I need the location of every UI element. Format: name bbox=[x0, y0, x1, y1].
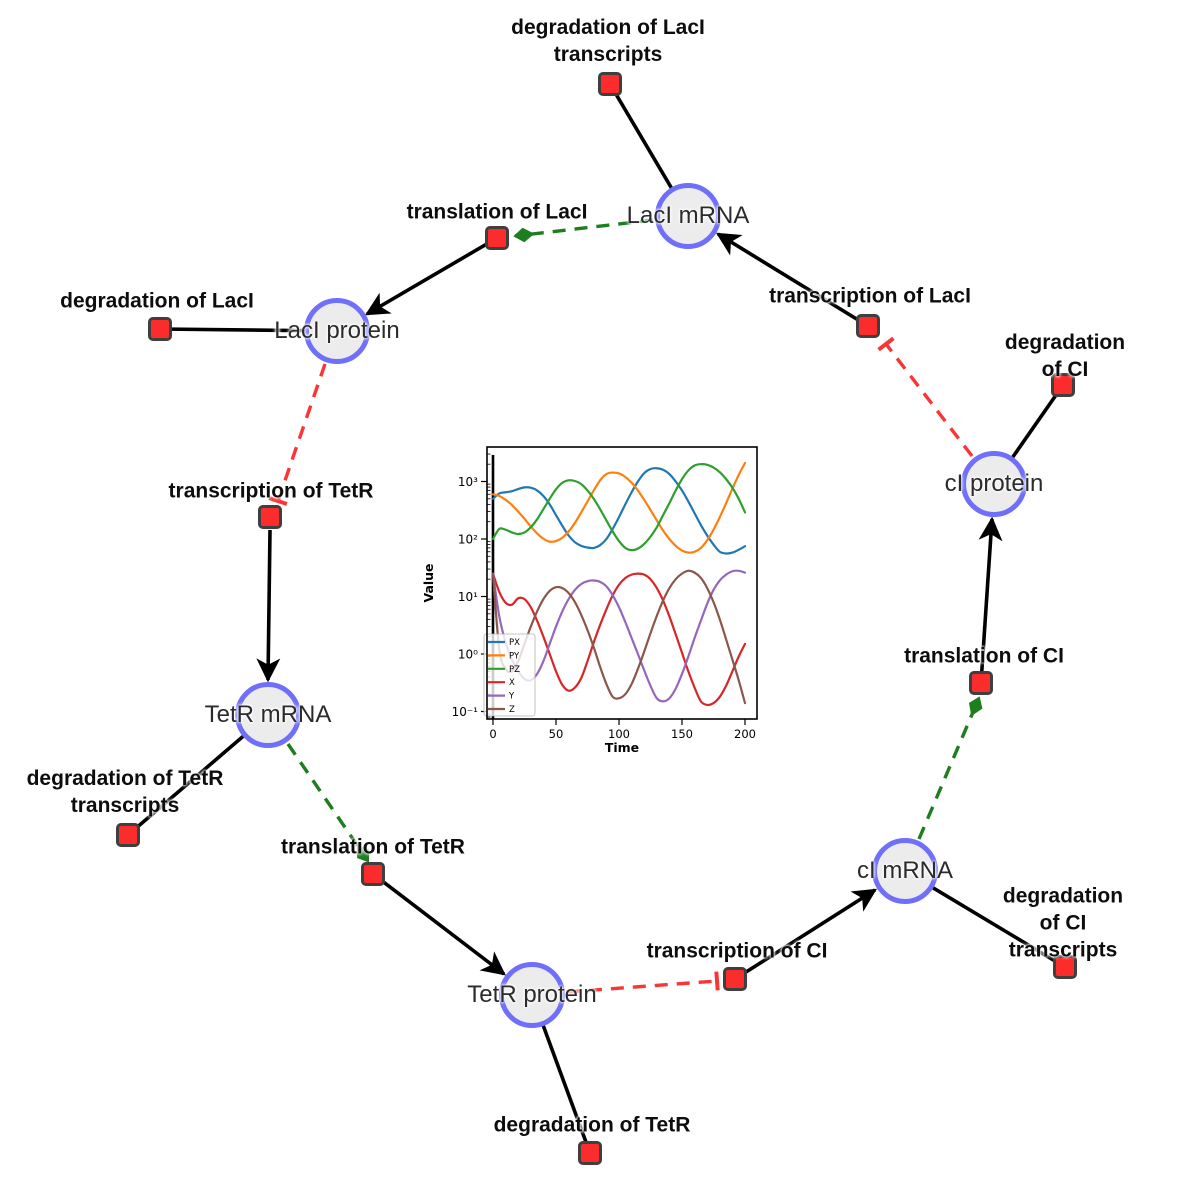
reaction-label-translation-of-ci: translation of CI bbox=[904, 644, 1064, 668]
reaction-degradation-of-tetr bbox=[578, 1141, 602, 1165]
reaction-translation-of-laci bbox=[485, 226, 509, 250]
chart-legend-label-PY: PY bbox=[509, 651, 520, 661]
chart-y-tick-label: 10² bbox=[458, 533, 478, 547]
reaction-translation-of-tetr bbox=[361, 862, 385, 886]
reaction-label-degradation-of-ci: degradation of CI bbox=[1004, 331, 1126, 381]
chart-curve-Z bbox=[491, 569, 747, 705]
reaction-transcription-of-tetr bbox=[258, 505, 282, 529]
node-label-ci-mrna: cI mRNA bbox=[857, 857, 953, 884]
reaction-degradation-of-ci-transcripts bbox=[1053, 955, 1077, 979]
chart-legend-label-X: X bbox=[509, 678, 515, 688]
reaction-label-degradation-of-tetr-transcripts: degradation of TetR transcripts bbox=[26, 767, 224, 817]
reaction-label-transcription-of-tetr: transcription of TetR bbox=[168, 479, 374, 503]
edge-translation-laci-product bbox=[364, 236, 498, 316]
chart-x-tick-label: 150 bbox=[671, 727, 693, 741]
reaction-transcription-of-ci bbox=[723, 967, 747, 991]
chart-legend-label-PZ: PZ bbox=[509, 665, 520, 675]
node-laci-mrna bbox=[655, 183, 721, 249]
chart-x-axis-label: Time bbox=[605, 740, 639, 755]
node-ci-protein bbox=[961, 451, 1027, 517]
edge-ciprotein-inhibits-transcription-laci bbox=[877, 336, 974, 458]
chart-curve-PX bbox=[491, 467, 747, 555]
chart-y-axis-label: Value bbox=[421, 563, 436, 602]
reaction-label-degradation-of-tetr: degradation of TetR bbox=[493, 1113, 691, 1137]
node-tetr-protein bbox=[499, 962, 565, 1028]
reaction-label-translation-of-laci: translation of LacI bbox=[406, 200, 588, 224]
reaction-label-translation-of-tetr: translation of TetR bbox=[281, 835, 465, 859]
reaction-label-transcription-of-ci: transcription of CI bbox=[646, 939, 828, 963]
edge-tetrmrna-modifies-translation bbox=[286, 743, 370, 863]
chart-y-tick-label: 10⁻¹ bbox=[452, 705, 479, 719]
edge-transcription-ci-product bbox=[734, 888, 878, 981]
reaction-label-degradation-of-laci-transcripts: degradation of LacI transcripts bbox=[511, 16, 705, 66]
chart-x-tick-label: 50 bbox=[549, 727, 564, 741]
chart-x-tick-label: 100 bbox=[608, 727, 630, 741]
edge-transcription-tetr-product bbox=[256, 529, 281, 683]
reaction-label-transcription-of-laci: transcription of LacI bbox=[769, 284, 971, 308]
node-label-laci-mrna: LacI mRNA bbox=[626, 202, 750, 229]
chart-y-tick-label: 10⁰ bbox=[458, 648, 478, 662]
chart-x-tick-label: 0 bbox=[489, 727, 496, 741]
reaction-degradation-of-laci-transcripts bbox=[598, 72, 622, 96]
chart-x-tick-label: 200 bbox=[734, 727, 756, 741]
chart-y-tick-label: 10¹ bbox=[458, 590, 478, 604]
node-laci-protein bbox=[304, 298, 370, 364]
node-label-tetr-mrna: TetR mRNA bbox=[204, 701, 332, 728]
edge-cimrna-modifies-translation bbox=[917, 696, 983, 840]
node-label-ci-protein: cI protein bbox=[944, 470, 1044, 497]
reaction-label-degradation-of-ci-transcripts: degradation of CI transcripts bbox=[1002, 884, 1124, 962]
reaction-degradation-of-ci bbox=[1051, 373, 1075, 397]
chart-legend-label-PX: PX bbox=[509, 638, 520, 648]
edge-tetrprotein-inhibits-transcription-ci bbox=[566, 971, 720, 994]
chart-legend-label-Y: Y bbox=[508, 692, 515, 702]
node-tetr-mrna bbox=[235, 682, 301, 748]
chart-axes-frame bbox=[486, 446, 758, 720]
edge-translation-ci-product bbox=[978, 516, 1003, 684]
chart-curve-PZ bbox=[491, 463, 747, 552]
chart-curve-PY bbox=[491, 461, 747, 554]
reaction-degradation-of-tetr-transcripts bbox=[116, 823, 140, 847]
edge-transcription-laci-product bbox=[715, 232, 869, 328]
reaction-degradation-of-laci bbox=[148, 317, 172, 341]
edge-lacimrna-modifies-translation bbox=[513, 218, 654, 243]
edge-laciprotein-inhibits-transcription-tetr bbox=[268, 363, 327, 506]
reaction-label-degradation-of-laci: degradation of LacI bbox=[60, 289, 254, 313]
reaction-translation-of-ci bbox=[969, 671, 993, 695]
chart-y-tick-label: 10³ bbox=[458, 475, 478, 489]
chart-legend-label-Z: Z bbox=[509, 705, 515, 715]
node-label-laci-protein: LacI protein bbox=[274, 317, 400, 344]
node-ci-mrna bbox=[872, 838, 938, 904]
inset-timeseries-chart: 10⁻¹ 10⁰ 10¹ 10² 10³ 0 50 100 150 200 Time Value PX P… bbox=[421, 446, 758, 755]
reaction-transcription-of-laci bbox=[856, 314, 880, 338]
node-label-tetr-protein: TetR protein bbox=[467, 981, 597, 1008]
edge-translation-tetr-product bbox=[371, 872, 506, 976]
